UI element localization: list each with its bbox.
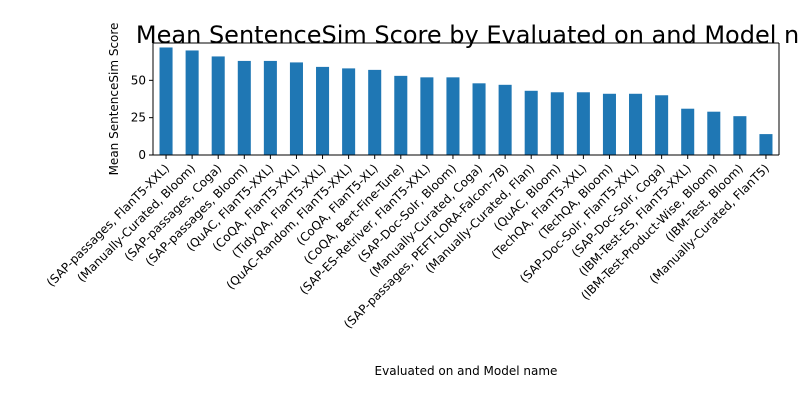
bar bbox=[629, 93, 643, 155]
y-axis-label: Mean SentenceSim Score bbox=[107, 23, 121, 176]
bar bbox=[394, 75, 408, 155]
bar bbox=[759, 134, 773, 155]
bar bbox=[472, 83, 486, 155]
bar bbox=[602, 93, 616, 155]
bar bbox=[550, 92, 564, 155]
bar bbox=[368, 69, 382, 155]
y-tick-label: 50 bbox=[131, 73, 146, 87]
x-axis-ticks: (SAP-passages, FlanT5-XXL)(Manually-Cura… bbox=[44, 155, 772, 331]
y-axis-ticks: 0 25 50 bbox=[131, 73, 153, 162]
bar bbox=[185, 50, 199, 155]
bar bbox=[159, 47, 173, 156]
bars-group bbox=[159, 47, 773, 156]
y-tick-label: 25 bbox=[131, 111, 146, 125]
bar bbox=[316, 66, 330, 155]
chart-title: Mean SentenceSim Score by Evaluated on a… bbox=[136, 21, 800, 49]
bar bbox=[498, 84, 512, 155]
bar bbox=[733, 116, 747, 155]
bar bbox=[576, 92, 590, 155]
y-tick-label: 0 bbox=[138, 148, 146, 162]
bar bbox=[707, 111, 721, 155]
bar bbox=[263, 60, 277, 155]
bar bbox=[524, 90, 538, 155]
bar bbox=[237, 60, 251, 155]
bar bbox=[446, 77, 460, 155]
bar bbox=[342, 68, 356, 155]
x-axis-label: Evaluated on and Model name bbox=[375, 364, 558, 378]
bar bbox=[420, 77, 434, 155]
bar bbox=[655, 95, 669, 155]
bar bbox=[681, 108, 695, 155]
bar bbox=[211, 56, 225, 155]
bar bbox=[289, 62, 303, 156]
